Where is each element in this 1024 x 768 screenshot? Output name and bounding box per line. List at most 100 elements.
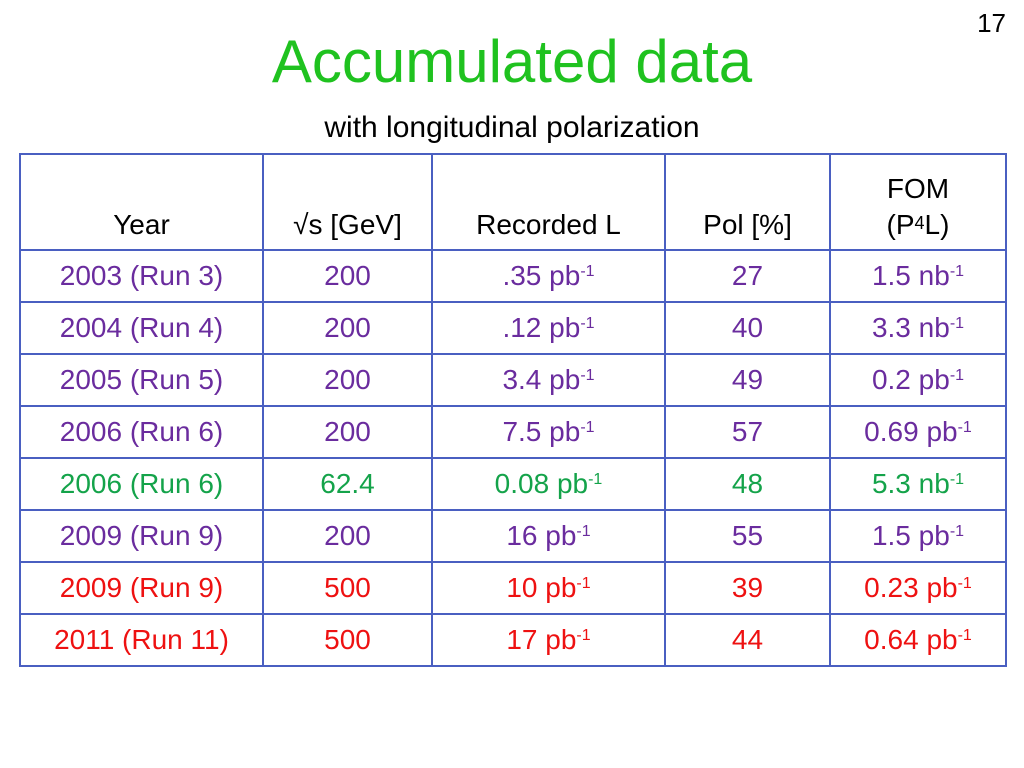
cell-year-value: 2006 (Run 6) bbox=[59, 416, 224, 447]
cell-pol: 39 bbox=[664, 561, 831, 615]
cell-sqrt-s: 200 bbox=[262, 509, 433, 563]
cell-sqrt-s-value: 62.4 bbox=[320, 468, 375, 499]
cell-year: 2004 (Run 4) bbox=[19, 301, 264, 355]
header-year-label: Year bbox=[113, 209, 170, 240]
table-row: 2006 (Run 6) 62.4 0.08 pb-1 48 5.3 nb-1 bbox=[19, 457, 1007, 511]
accumulated-data-table: Year √s [GeV] Recorded L Pol [%] FOM (P4… bbox=[19, 153, 1007, 667]
cell-recorded-value: 17 pb bbox=[506, 624, 577, 655]
cell-pol: 44 bbox=[664, 613, 831, 667]
cell-year: 2006 (Run 6) bbox=[19, 457, 264, 511]
cell-pol: 57 bbox=[664, 405, 831, 459]
cell-year: 2009 (Run 9) bbox=[19, 509, 264, 563]
cell-fom-value: 0.23 pb bbox=[864, 572, 958, 603]
cell-pol: 48 bbox=[664, 457, 831, 511]
table-row: 2009 (Run 9) 500 10 pb-1 39 0.23 pb-1 bbox=[19, 561, 1007, 615]
cell-fom-value: 1.5 pb bbox=[871, 520, 950, 551]
cell-sqrt-s: 500 bbox=[262, 613, 433, 667]
header-fom-exponent: 4 bbox=[914, 213, 925, 233]
cell-recorded-value: 7.5 pb bbox=[502, 416, 581, 447]
cell-year: 2011 (Run 11) bbox=[19, 613, 264, 667]
cell-fom-exponent: -1 bbox=[957, 575, 972, 592]
cell-fom-exponent: -1 bbox=[949, 471, 965, 488]
cell-pol: 40 bbox=[664, 301, 831, 355]
cell-recorded: 17 pb-1 bbox=[431, 613, 666, 667]
cell-pol-value: 55 bbox=[731, 520, 764, 551]
cell-recorded-value: 10 pb bbox=[506, 572, 577, 603]
cell-pol-value: 57 bbox=[731, 416, 764, 447]
table-body: 2003 (Run 3) 200.35 pb-1 27 1.5 nb-1 2004 (R… bbox=[19, 249, 1007, 667]
cell-fom-exponent: -1 bbox=[957, 627, 972, 644]
header-fom: FOM (P4L) bbox=[829, 153, 1007, 251]
cell-fom-exponent: -1 bbox=[949, 263, 965, 280]
cell-sqrt-s: 500 bbox=[262, 561, 433, 615]
cell-fom-value: 0.69 pb bbox=[864, 416, 958, 447]
cell-fom-exponent: -1 bbox=[949, 523, 965, 540]
cell-pol-value: 49 bbox=[731, 364, 764, 395]
cell-recorded-exponent: -1 bbox=[588, 471, 603, 488]
page-number: 17 bbox=[977, 8, 1006, 38]
cell-recorded-exponent: -1 bbox=[576, 575, 591, 592]
cell-fom-value: 3.3 nb bbox=[871, 312, 950, 343]
header-fom-label: FOM bbox=[886, 173, 950, 204]
cell-fom: 0.64 pb-1 bbox=[829, 613, 1007, 667]
header-sqrt-s: √s [GeV] bbox=[262, 153, 433, 251]
page-subtitle: with longitudinal polarization bbox=[324, 111, 700, 144]
table-row: 2004 (Run 4) 200.12 pb-1 40 3.3 nb-1 bbox=[19, 301, 1007, 355]
header-recorded-luminosity: Recorded L bbox=[431, 153, 666, 251]
cell-recorded-value: 0.08 pb bbox=[494, 468, 589, 499]
cell-fom-exponent: -1 bbox=[949, 367, 965, 384]
header-fom-formula: (P4L) bbox=[831, 207, 1005, 243]
cell-fom: 1.5 nb-1 bbox=[829, 249, 1007, 303]
cell-pol: 49 bbox=[664, 353, 831, 407]
cell-pol-value: 27 bbox=[731, 260, 764, 291]
cell-fom-value: 1.5 nb bbox=[871, 260, 950, 291]
cell-sqrt-s: 200 bbox=[262, 405, 433, 459]
cell-year: 2005 (Run 5) bbox=[19, 353, 264, 407]
cell-sqrt-s: 200 bbox=[262, 249, 433, 303]
cell-year-value: 2005 (Run 5) bbox=[59, 364, 224, 395]
cell-year-value: 2004 (Run 4) bbox=[59, 312, 224, 343]
cell-sqrt-s: 62.4 bbox=[262, 457, 433, 511]
cell-fom-exponent: -1 bbox=[957, 419, 972, 436]
cell-pol-value: 40 bbox=[731, 312, 764, 343]
cell-year: 2009 (Run 9) bbox=[19, 561, 264, 615]
cell-pol: 55 bbox=[664, 509, 831, 563]
header-sqrt-s-label: √s [GeV] bbox=[293, 209, 402, 240]
header-recorded-label: Recorded L bbox=[476, 209, 621, 240]
cell-recorded: .35 pb-1 bbox=[431, 249, 666, 303]
table-row: 2006 (Run 6) 200 7.5 pb-1 57 0.69 pb-1 bbox=[19, 405, 1007, 459]
header-pol-label: Pol [%] bbox=[703, 209, 792, 240]
cell-year-value: 2006 (Run 6) bbox=[59, 468, 224, 499]
cell-recorded-exponent: -1 bbox=[580, 419, 595, 436]
cell-sqrt-s-value: 500 bbox=[324, 624, 371, 655]
cell-pol-value: 44 bbox=[731, 624, 764, 655]
header-polarization: Pol [%] bbox=[664, 153, 831, 251]
cell-fom-value: 0.2 pb bbox=[871, 364, 950, 395]
cell-recorded-exponent: -1 bbox=[576, 627, 591, 644]
cell-sqrt-s-value: 200 bbox=[324, 364, 371, 395]
cell-recorded: 0.08 pb-1 bbox=[431, 457, 666, 511]
cell-sqrt-s-value: 200 bbox=[324, 260, 371, 291]
cell-fom: 0.23 pb-1 bbox=[829, 561, 1007, 615]
cell-recorded: 7.5 pb-1 bbox=[431, 405, 666, 459]
cell-recorded-value: 3.4 pb bbox=[502, 364, 581, 395]
table-row: 2011 (Run 11) 500 17 pb-1 44 0.64 pb-1 bbox=[19, 613, 1007, 667]
cell-recorded: .12 pb-1 bbox=[431, 301, 666, 355]
cell-year-value: 2009 (Run 9) bbox=[59, 520, 224, 551]
cell-fom-exponent: -1 bbox=[949, 315, 965, 332]
cell-recorded-exponent: -1 bbox=[580, 315, 595, 332]
cell-year-value: 2011 (Run 11) bbox=[54, 624, 229, 655]
cell-recorded-exponent: -1 bbox=[580, 367, 595, 384]
cell-recorded-value: 16 pb bbox=[506, 520, 577, 551]
cell-year-value: 2009 (Run 9) bbox=[59, 572, 224, 603]
cell-year-value: 2003 (Run 3) bbox=[59, 260, 224, 291]
table-header-row: Year √s [GeV] Recorded L Pol [%] FOM (P4… bbox=[19, 153, 1007, 251]
header-fom-prefix: (P bbox=[886, 209, 915, 240]
page-title: Accumulated data bbox=[271, 28, 753, 95]
cell-recorded-value: .35 pb bbox=[502, 260, 581, 291]
cell-fom: 5.3 nb-1 bbox=[829, 457, 1007, 511]
header-fom-suffix: L) bbox=[924, 209, 950, 240]
cell-pol-value: 39 bbox=[731, 572, 764, 603]
cell-fom: 0.2 pb-1 bbox=[829, 353, 1007, 407]
cell-recorded: 16 pb-1 bbox=[431, 509, 666, 563]
